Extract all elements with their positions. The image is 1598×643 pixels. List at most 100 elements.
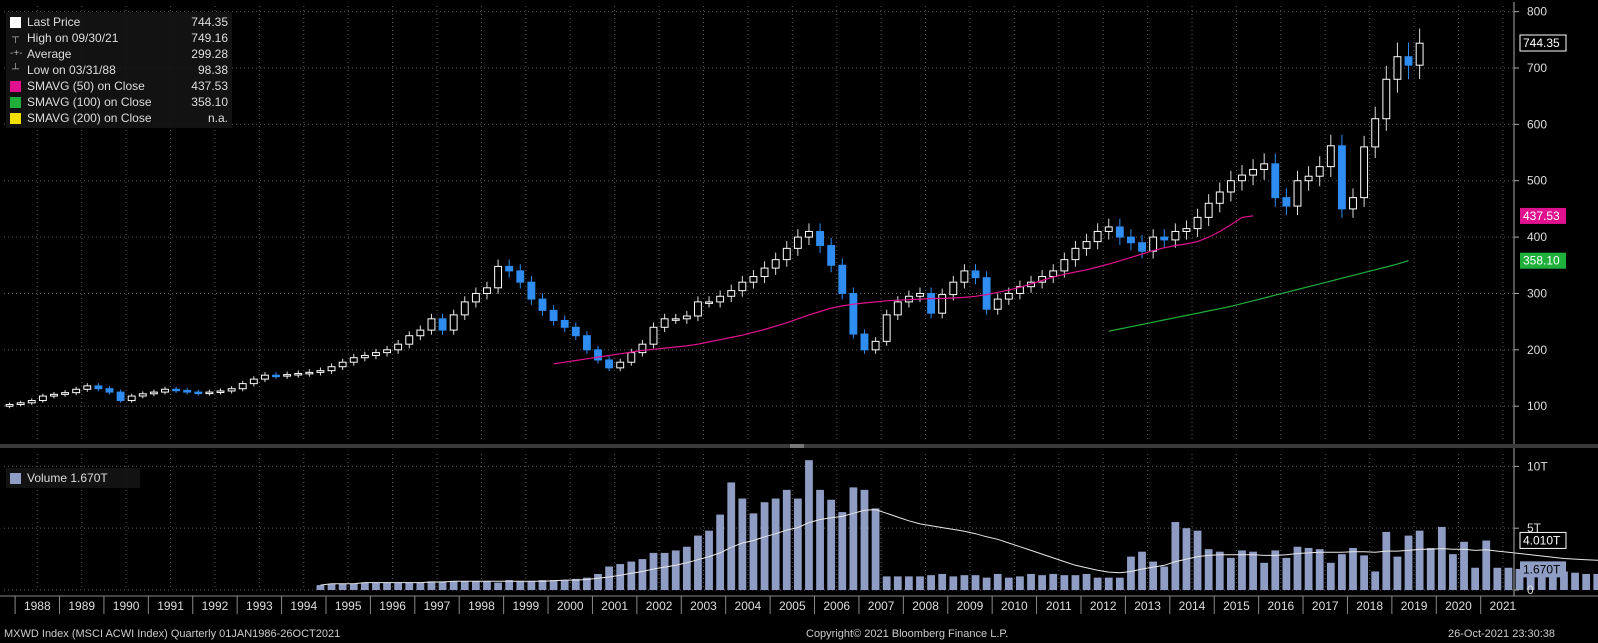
up-candle — [1371, 118, 1380, 148]
up-candle — [260, 374, 269, 380]
up-candle — [1182, 228, 1191, 232]
volume-bar — [1138, 551, 1146, 590]
volume-bar — [1515, 568, 1524, 590]
volume-bar — [1526, 568, 1535, 590]
volume-bar — [405, 582, 414, 590]
up-candle — [1104, 226, 1113, 232]
up-candle — [682, 315, 691, 320]
up-candle — [1349, 197, 1357, 210]
volume-bar — [1593, 573, 1598, 590]
up-candle — [1393, 56, 1402, 80]
up-candle — [949, 281, 958, 296]
down-candle — [827, 245, 836, 266]
volume-bar — [1193, 530, 1202, 590]
up-candle — [960, 270, 969, 283]
volume-bar — [1071, 575, 1080, 590]
up-candle — [1215, 191, 1224, 204]
x-tick-label: 1994 — [290, 599, 317, 613]
volume-bar — [782, 489, 791, 590]
price-candles — [5, 28, 1424, 409]
x-tick-label: 2009 — [957, 599, 984, 613]
volume-bar — [1115, 577, 1124, 590]
volume-bar — [1004, 577, 1013, 590]
badge-text: 358.10 — [1523, 254, 1560, 268]
volume-bar — [816, 489, 824, 590]
volume-bar — [1326, 562, 1335, 590]
down-candle — [816, 230, 825, 247]
volume-bar — [1371, 571, 1380, 590]
volume-bar — [627, 561, 636, 590]
up-candle — [1382, 78, 1391, 120]
sma200-swatch — [10, 112, 21, 124]
price-tick-label: 300 — [1527, 286, 1547, 300]
down-candle — [116, 391, 125, 402]
x-tick-label: 2002 — [646, 599, 673, 613]
price-tick-label: 800 — [1527, 5, 1547, 19]
down-candle — [860, 333, 869, 351]
volume-bar — [938, 573, 947, 590]
low-marker-icon: ┴ — [11, 64, 20, 75]
volume-bar — [1226, 557, 1235, 590]
up-candle — [893, 301, 902, 316]
up-candle — [727, 290, 736, 297]
up-candle — [1004, 292, 1013, 300]
legend-label: Last Price — [27, 15, 81, 29]
price-tick-label: 200 — [1527, 343, 1547, 357]
down-candle — [560, 320, 569, 328]
volume-legend-label: Volume — [27, 471, 68, 485]
up-candle — [427, 318, 436, 331]
x-tick-label: 2021 — [1490, 599, 1517, 613]
up-candle — [50, 393, 58, 397]
up-candle — [460, 301, 469, 316]
legend-value: 744.35 — [191, 15, 228, 29]
volume-bar — [993, 573, 1002, 590]
legend-average: -+- Average 299.28 — [10, 46, 228, 62]
x-tick-label: 1995 — [335, 599, 362, 613]
volume-bar — [338, 583, 347, 590]
volume-bar — [1404, 535, 1413, 590]
volume-bar — [882, 576, 891, 590]
up-candle — [616, 361, 625, 369]
down-candle — [549, 309, 558, 322]
legend-label: Average — [27, 47, 72, 61]
legend-value: n.a. — [207, 111, 228, 125]
volume-bar — [727, 482, 736, 590]
volume-bar — [905, 576, 913, 590]
down-candle — [571, 326, 580, 337]
volume-bar — [1249, 551, 1257, 590]
up-candle — [1260, 163, 1269, 170]
volume-bar — [1271, 550, 1280, 590]
price-tick-label: 100 — [1527, 399, 1547, 413]
volume-tick-label: 10T — [1527, 459, 1548, 473]
volume-bar — [827, 499, 836, 590]
volume-bar — [1426, 547, 1435, 590]
volume-bar — [1382, 531, 1391, 590]
volume-swatch — [10, 472, 21, 484]
up-candle — [494, 265, 503, 289]
x-tick-label: 1991 — [157, 599, 184, 613]
volume-bar — [1338, 554, 1346, 590]
up-candle — [1238, 174, 1246, 182]
x-tick-label: 2007 — [868, 599, 895, 613]
volume-bar — [1104, 577, 1113, 590]
up-candle — [283, 374, 292, 377]
volume-bar — [649, 552, 658, 590]
up-candle — [1060, 259, 1069, 272]
up-candle — [738, 281, 747, 292]
up-candle — [749, 276, 758, 283]
x-tick-label: 2013 — [1134, 599, 1161, 613]
volume-bar — [1238, 550, 1246, 590]
volume-bar — [1349, 547, 1357, 590]
up-candle — [72, 388, 81, 394]
volume-bar — [438, 581, 447, 590]
up-candle — [338, 361, 347, 368]
average-marker-icon: -+- — [10, 48, 23, 59]
down-candle — [272, 374, 280, 378]
up-candle — [483, 287, 491, 294]
footer-timestamp: 26-Oct-2021 23:30:38 — [1448, 628, 1556, 640]
volume-bar — [1482, 540, 1491, 590]
badge-text: 4.010T — [1523, 533, 1561, 547]
legend-last-price: Last Price 744.35 — [10, 14, 228, 30]
volume-bar — [605, 566, 613, 590]
volume-bar — [671, 550, 680, 590]
